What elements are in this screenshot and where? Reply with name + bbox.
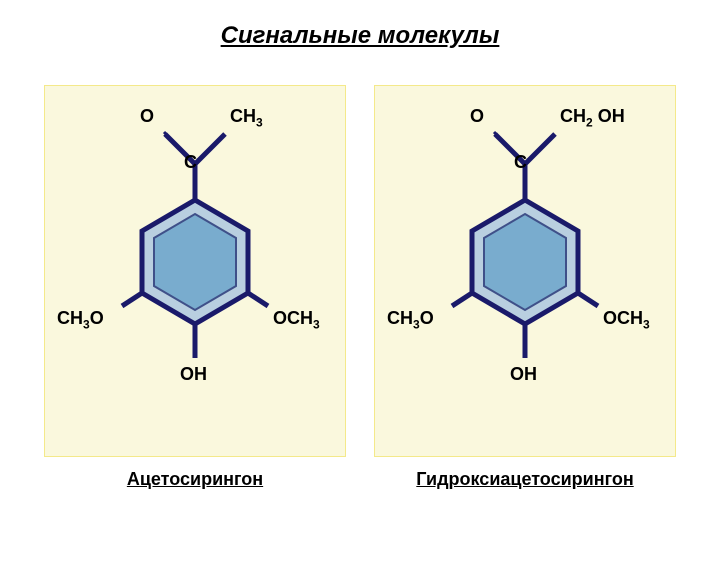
molecule-box-1: O CH2 OH C CH3O OCH3 OH xyxy=(374,85,676,457)
label-O: O xyxy=(140,106,154,127)
label-O: O xyxy=(470,106,484,127)
label-CH3-top: CH3 xyxy=(230,106,263,130)
molecule-box-0: O CH3 C CH3O OCH3 OH xyxy=(44,85,346,457)
molecule-panel-1: O CH2 OH C CH3O OCH3 OH Гидроксиацетосир… xyxy=(374,85,676,490)
label-CH3O-left: CH3O xyxy=(387,308,434,332)
label-C: C xyxy=(184,152,197,173)
page-title: Сигнальные молекулы xyxy=(0,22,720,50)
label-CH3O-left: CH3O xyxy=(57,308,104,332)
label-OCH3-right: OCH3 xyxy=(273,308,320,332)
panels-row: O CH3 C CH3O OCH3 OH Ацетосирингон xyxy=(0,85,720,490)
molecule-panel-0: O CH3 C CH3O OCH3 OH Ацетосирингон xyxy=(44,85,346,490)
label-OCH3-right: OCH3 xyxy=(603,308,650,332)
molecule-caption-1: Гидроксиацетосирингон xyxy=(374,469,676,490)
label-C: C xyxy=(514,152,527,173)
label-CH2OH-top: CH2 OH xyxy=(560,106,625,130)
molecule-caption-0: Ацетосирингон xyxy=(44,469,346,490)
label-OH-bottom: OH xyxy=(510,364,537,385)
label-OH-bottom: OH xyxy=(180,364,207,385)
